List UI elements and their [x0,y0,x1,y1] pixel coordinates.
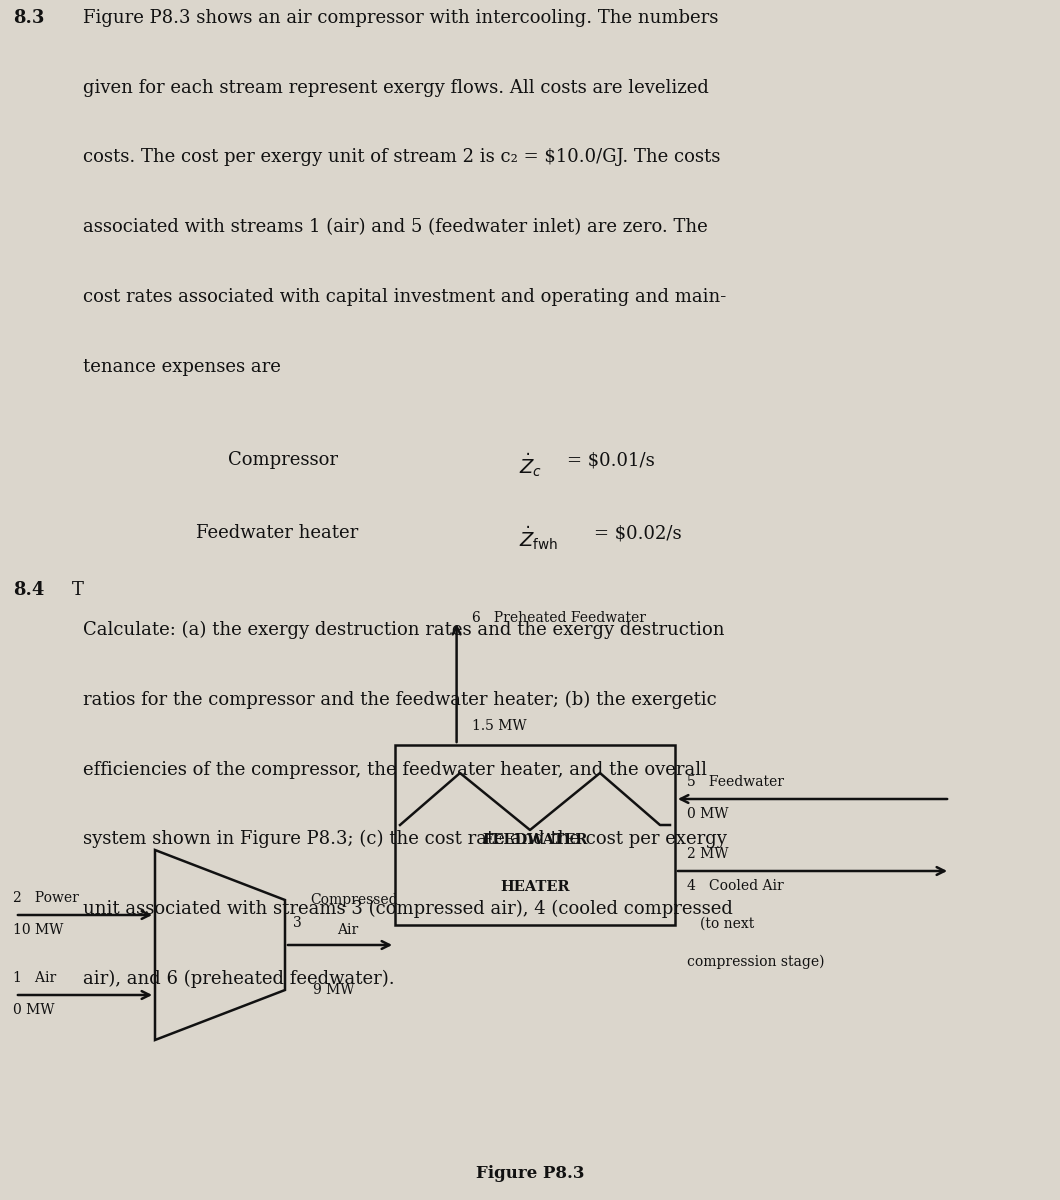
Text: FEEDWATER: FEEDWATER [482,833,587,847]
Text: given for each stream represent exergy flows. All costs are levelized: given for each stream represent exergy f… [83,79,708,97]
Text: efficiencies of the compressor, the feedwater heater, and the overall: efficiencies of the compressor, the feed… [83,761,707,779]
Text: tenance expenses are: tenance expenses are [83,358,281,376]
Text: $\dot{Z}_{\mathrm{fwh}}$: $\dot{Z}_{\mathrm{fwh}}$ [519,524,559,552]
Text: (to next: (to next [700,917,755,931]
Text: 0 MW: 0 MW [13,1003,54,1018]
Text: Compressed: Compressed [310,893,398,907]
Text: 2 MW: 2 MW [687,847,728,862]
Text: = $0.01/s: = $0.01/s [567,451,655,469]
Text: system shown in Figure P8.3; (c) the cost rate and the cost per exergy: system shown in Figure P8.3; (c) the cos… [83,830,726,848]
Text: Feedwater heater: Feedwater heater [196,524,358,542]
Text: 2   Power: 2 Power [13,890,78,905]
Text: 9 MW: 9 MW [313,983,354,997]
Text: 8.4: 8.4 [13,581,45,599]
Text: 0 MW: 0 MW [687,806,728,821]
Text: 5   Feedwater: 5 Feedwater [687,775,784,790]
Text: air), and 6 (preheated feedwater).: air), and 6 (preheated feedwater). [83,970,394,988]
Text: Air: Air [337,923,358,937]
Text: ratios for the compressor and the feedwater heater; (b) the exergetic: ratios for the compressor and the feedwa… [83,691,717,709]
Text: 3: 3 [293,916,302,930]
Text: costs. The cost per exergy unit of stream 2 is c₂ = $10.0/GJ. The costs: costs. The cost per exergy unit of strea… [83,149,720,167]
Text: $\dot{Z}_c$: $\dot{Z}_c$ [519,451,543,479]
Text: T: T [72,581,84,599]
Text: = $0.02/s: = $0.02/s [594,524,682,542]
Text: HEATER: HEATER [500,880,570,894]
Text: compression stage): compression stage) [687,955,825,970]
Text: 6   Preheated Feedwater: 6 Preheated Feedwater [472,611,646,625]
Text: 10 MW: 10 MW [13,923,64,937]
Text: cost rates associated with capital investment and operating and main-: cost rates associated with capital inves… [83,288,726,306]
Text: Calculate: (a) the exergy destruction rates and the exergy destruction: Calculate: (a) the exergy destruction ra… [83,622,724,640]
Text: 1   Air: 1 Air [13,971,56,985]
Text: Figure P8.3: Figure P8.3 [476,1165,584,1182]
Text: 4   Cooled Air: 4 Cooled Air [687,878,783,893]
Text: Figure P8.3 shows an air compressor with intercooling. The numbers: Figure P8.3 shows an air compressor with… [83,10,718,28]
Bar [395,745,675,925]
Text: 8.3: 8.3 [13,10,45,28]
Text: Compressor: Compressor [228,451,338,469]
Text: unit associated with streams 3 (compressed air), 4 (cooled compressed: unit associated with streams 3 (compress… [83,900,732,918]
Text: 1.5 MW: 1.5 MW [472,719,526,733]
Text: associated with streams 1 (air) and 5 (feedwater inlet) are zero. The: associated with streams 1 (air) and 5 (f… [83,218,707,236]
